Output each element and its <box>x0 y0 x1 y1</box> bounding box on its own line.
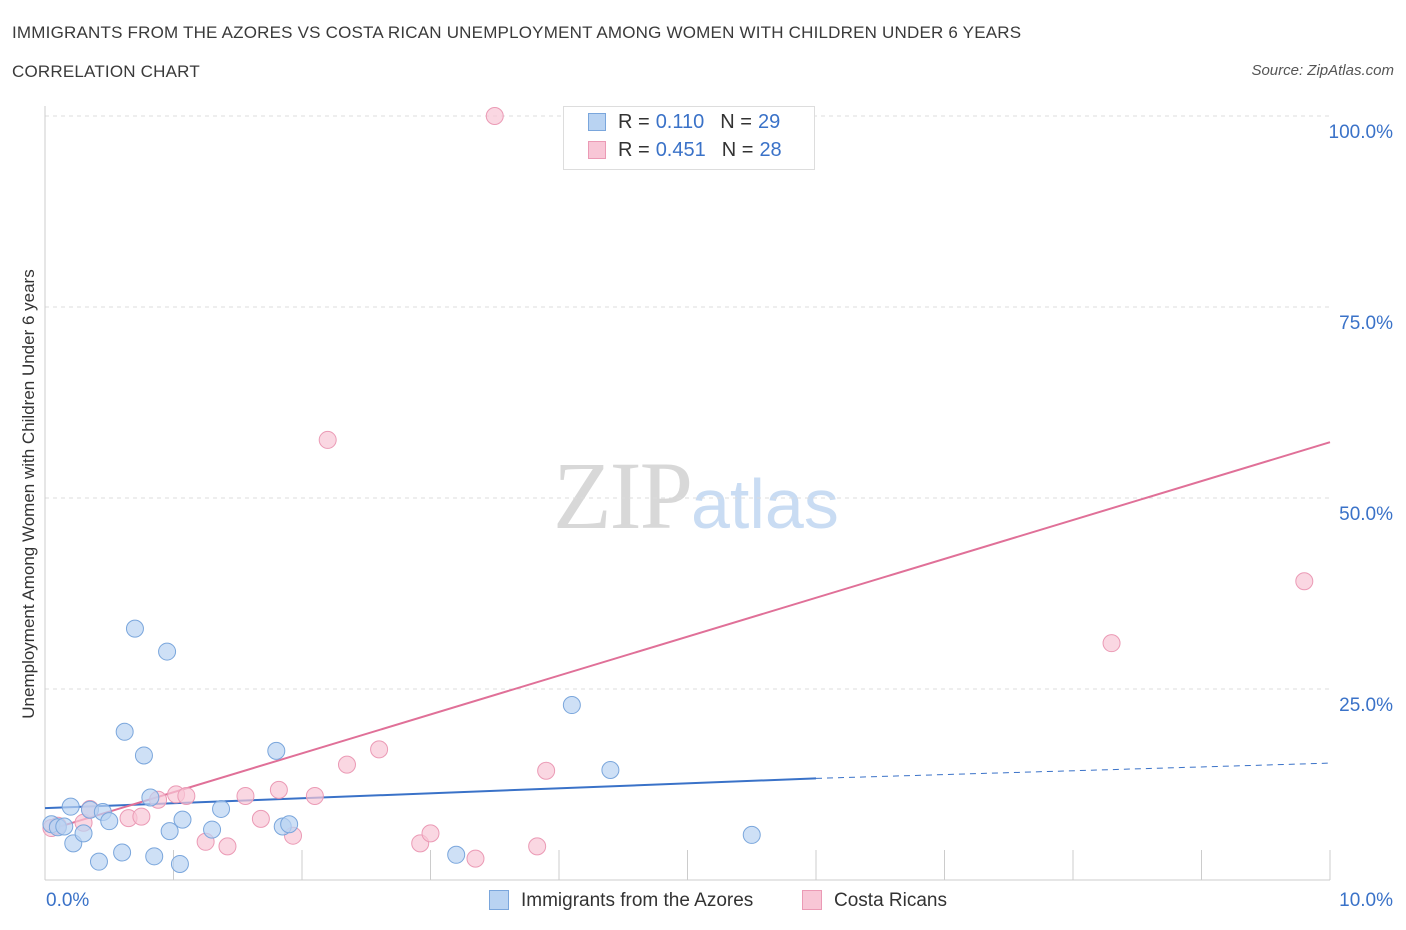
chart-subtitle: CORRELATION CHART <box>12 62 200 81</box>
y-tick-label: 50.0% <box>1339 504 1393 525</box>
stats-legend-row-azores: R = 0.110 N = 29 <box>588 111 780 135</box>
point-azores <box>447 845 466 864</box>
point-azores <box>562 696 581 715</box>
point-azores <box>100 812 119 831</box>
stats-legend-row-costa-rican: R = 0.451 N = 28 <box>588 139 782 163</box>
point-azores <box>125 619 144 638</box>
point-costa-ricans <box>236 786 255 805</box>
point-azores <box>145 847 164 866</box>
legend-label-costa-ricans: Costa Ricans <box>834 890 947 911</box>
point-azores <box>280 815 299 834</box>
point-costa-ricans <box>177 786 196 805</box>
stats-legend: R = 0.110 N = 29 R = 0.451 N = 28 <box>563 106 815 170</box>
point-azores <box>601 760 620 779</box>
point-costa-ricans <box>269 780 288 799</box>
y-tick-label: 75.0% <box>1339 313 1393 334</box>
point-costa-ricans <box>1102 634 1121 653</box>
point-costa-ricans <box>370 740 389 759</box>
point-azores <box>160 822 179 841</box>
point-costa-ricans <box>421 824 440 843</box>
point-azores <box>158 642 177 661</box>
watermark-atlas: atlas <box>691 465 839 543</box>
point-azores <box>115 722 134 741</box>
point-azores <box>55 817 74 836</box>
trend-line-azores-extrapolated <box>815 762 1331 779</box>
point-azores <box>173 810 192 829</box>
point-azores <box>113 843 132 862</box>
blue-swatch <box>588 113 606 131</box>
trend-line-costa-ricans <box>44 441 1331 833</box>
trend-lines <box>44 441 1331 833</box>
point-azores <box>742 825 761 844</box>
legend-item-costa-ricans[interactable]: Costa Ricans <box>802 890 947 914</box>
point-costa-ricans <box>485 107 504 125</box>
point-costa-ricans <box>537 761 556 780</box>
point-azores <box>203 820 222 839</box>
trend-line-azores <box>44 777 817 810</box>
pink-swatch <box>588 141 606 159</box>
x-tick-label-min: 0.0% <box>46 890 90 911</box>
n-value: 29 <box>757 111 781 133</box>
axes <box>44 106 1331 881</box>
legend-item-azores[interactable]: Immigrants from the Azores <box>489 890 753 914</box>
legend-label-azores: Immigrants from the Azores <box>521 890 754 911</box>
point-costa-ricans <box>337 755 356 774</box>
watermark: ZIPatlas <box>553 440 839 551</box>
y-tick-label: 100.0% <box>1328 122 1393 143</box>
y-axis-label: Unemployment Among Women with Children U… <box>19 269 38 719</box>
point-costa-ricans <box>1295 572 1314 591</box>
source-credit: Source: ZipAtlas.com <box>1251 62 1394 79</box>
point-costa-ricans <box>466 849 485 868</box>
point-costa-ricans <box>251 809 270 828</box>
r-value: 0.451 <box>655 139 706 161</box>
watermark-zip: ZIP <box>553 442 693 549</box>
point-costa-ricans <box>218 837 237 856</box>
r-value: 0.110 <box>655 111 705 133</box>
data-points <box>42 107 1314 873</box>
point-azores <box>74 824 93 843</box>
chart-title: IMMIGRANTS FROM THE AZORES VS COSTA RICA… <box>12 23 1022 42</box>
r-label: R = <box>618 139 650 161</box>
point-costa-ricans <box>132 807 151 826</box>
point-azores <box>170 854 189 873</box>
y-tick-label: 25.0% <box>1339 695 1393 716</box>
x-tick-label-max: 10.0% <box>1339 890 1393 911</box>
r-label: R = <box>618 111 650 133</box>
point-azores <box>267 741 286 760</box>
point-costa-ricans <box>318 430 337 449</box>
point-azores <box>61 797 80 816</box>
blue-swatch <box>489 890 509 910</box>
point-azores <box>134 746 153 765</box>
n-label: N = <box>721 139 754 161</box>
gridlines <box>45 115 1330 690</box>
point-costa-ricans <box>305 786 324 805</box>
pink-swatch <box>802 890 822 910</box>
point-azores <box>212 799 231 818</box>
n-label: N = <box>720 111 752 133</box>
point-costa-ricans <box>528 837 547 856</box>
point-azores <box>141 788 160 807</box>
n-value: 28 <box>759 139 782 161</box>
point-azores <box>89 852 108 871</box>
